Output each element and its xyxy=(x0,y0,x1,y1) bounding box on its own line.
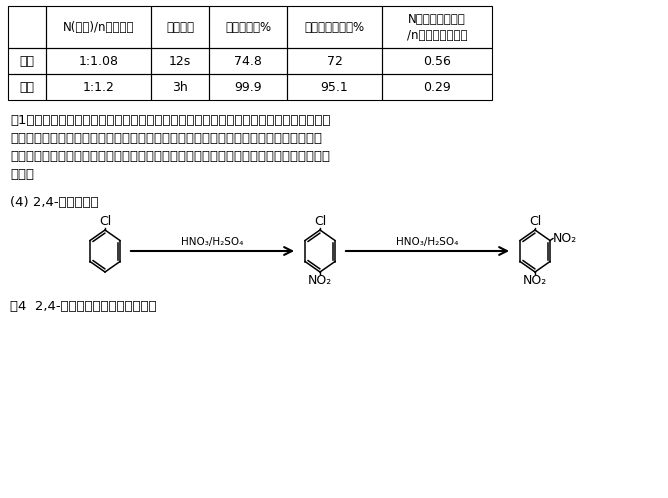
Text: /n（对硝基氯苯）: /n（对硝基氯苯） xyxy=(407,28,467,41)
Bar xyxy=(8,48,46,74)
Text: 微反: 微反 xyxy=(19,54,35,68)
Bar xyxy=(8,6,46,48)
Bar xyxy=(287,6,382,48)
Text: 热、传质过程，弱化了反应中邻位空间位阻效应，利于生成邻硝基氯苯，提高了氯苯邻位选: 热、传质过程，弱化了反应中邻位空间位阻效应，利于生成邻硝基氯苯，提高了氯苯邻位选 xyxy=(10,150,330,163)
Text: 95.1: 95.1 xyxy=(321,81,349,94)
Bar xyxy=(151,48,209,74)
Text: 烧瓶: 烧瓶 xyxy=(19,81,35,94)
Text: Cl: Cl xyxy=(314,215,326,228)
Bar xyxy=(209,48,287,74)
Text: NO₂: NO₂ xyxy=(553,232,577,245)
Bar xyxy=(46,48,151,74)
Text: 1:1.2: 1:1.2 xyxy=(83,81,114,94)
Text: 3h: 3h xyxy=(172,81,188,94)
Text: 1:1.08: 1:1.08 xyxy=(79,54,118,68)
Text: 72: 72 xyxy=(327,54,343,68)
Text: 择性。: 择性。 xyxy=(10,168,34,181)
Bar xyxy=(46,6,151,48)
Text: NO₂: NO₂ xyxy=(308,274,332,287)
Bar xyxy=(209,6,287,48)
Bar xyxy=(46,74,151,100)
Bar xyxy=(382,6,492,48)
Text: (4) 2,4-二硝基氯苯: (4) 2,4-二硝基氯苯 xyxy=(10,196,99,209)
Bar xyxy=(151,6,209,48)
Bar xyxy=(287,48,382,74)
Text: N(氯苯)/n（硝酸）: N(氯苯)/n（硝酸） xyxy=(63,20,134,33)
Text: N（邻硝基氯苯）: N（邻硝基氯苯） xyxy=(408,12,466,25)
Text: Cl: Cl xyxy=(529,215,541,228)
Text: 单硝基氯苯产率%: 单硝基氯苯产率% xyxy=(305,20,365,33)
Text: HNO₃/H₂SO₄: HNO₃/H₂SO₄ xyxy=(181,237,244,247)
Text: HNO₃/H₂SO₄: HNO₃/H₂SO₄ xyxy=(396,237,459,247)
Bar xyxy=(382,48,492,74)
Bar xyxy=(209,74,287,100)
Text: 表1结果表明，在微通道反应器中，氯苯单程转化率虽相对较低，但所得到产物中邻位选择: 表1结果表明，在微通道反应器中，氯苯单程转化率虽相对较低，但所得到产物中邻位选择 xyxy=(10,114,331,127)
Text: 74.8: 74.8 xyxy=(234,54,262,68)
Text: 0.29: 0.29 xyxy=(423,81,451,94)
Text: 12s: 12s xyxy=(169,54,191,68)
Text: 99.9: 99.9 xyxy=(234,81,262,94)
Text: NO₂: NO₂ xyxy=(523,274,547,287)
Text: 图4  2,4-二硝基氯苯合成反应方程式: 图4 2,4-二硝基氯苯合成反应方程式 xyxy=(10,300,156,313)
Text: 停留时间: 停留时间 xyxy=(166,20,194,33)
Text: Cl: Cl xyxy=(99,215,111,228)
Bar xyxy=(151,74,209,100)
Bar xyxy=(8,74,46,100)
Text: 性有明显提高，且副产物相对较少。分析原因，尺寸被微型化的微通道反应器，强化了传: 性有明显提高，且副产物相对较少。分析原因，尺寸被微型化的微通道反应器，强化了传 xyxy=(10,132,322,145)
Text: 0.56: 0.56 xyxy=(423,54,451,68)
Text: 氯苯转化率%: 氯苯转化率% xyxy=(225,20,271,33)
Bar xyxy=(287,74,382,100)
Bar xyxy=(382,74,492,100)
